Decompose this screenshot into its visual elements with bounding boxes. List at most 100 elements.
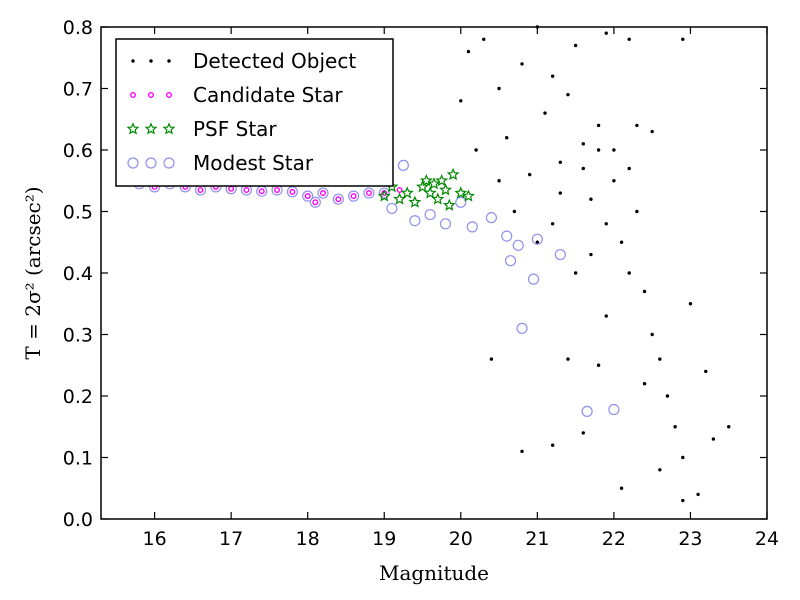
point-modest-star: [424, 208, 436, 221]
point-detected-object: [627, 166, 631, 171]
y-tick-label: 0.0: [63, 509, 93, 531]
point-detected-object: [527, 172, 532, 177]
point-detected-object: [604, 314, 608, 318]
point-detected-object: [658, 468, 662, 472]
point-detected-object: [596, 363, 601, 367]
point-detected-object: [635, 209, 639, 214]
point-candidate-star: [320, 190, 327, 197]
x-tick-label: 21: [525, 528, 549, 550]
point-psf-star: [446, 167, 460, 181]
point-detected-object: [512, 209, 517, 214]
point-detected-object: [573, 271, 578, 275]
point-detected-object: [681, 37, 685, 41]
y-tick-label: 0.6: [63, 140, 93, 162]
point-detected-object: [550, 443, 555, 447]
tick-layer: 16 17 18 19 20 21 22 23 24 0.0 0.1 0.2 0.3 0.4 0.5 0.6 0…: [63, 17, 779, 550]
point-candidate-star: [396, 186, 403, 193]
point-detected-object: [619, 240, 624, 244]
point-psf-star: [419, 173, 433, 187]
point-detected-object: [466, 49, 471, 54]
point-candidate-star: [335, 196, 342, 203]
y-tick-label: 0.1: [63, 448, 93, 470]
y-axis-label: T = 2σ² (arcsec²): [21, 186, 45, 359]
point-modest-star: [332, 193, 344, 205]
point-detected-object: [497, 179, 501, 183]
point-detected-object: [497, 86, 501, 91]
legend-marker-candidate-star: [147, 91, 154, 98]
point-candidate-star: [312, 199, 319, 206]
legend-label-detected-object: Detected Object: [193, 49, 356, 73]
legend-marker-modest-star: [127, 157, 139, 169]
point-modest-star: [608, 403, 620, 416]
point-detected-object: [711, 437, 716, 441]
point-modest-star: [466, 221, 478, 233]
point-modest-star: [348, 190, 360, 202]
legend-entry-modest-star: Modest Star: [127, 151, 314, 175]
point-detected-object: [535, 240, 540, 244]
y-tick-label: 0.5: [63, 202, 93, 224]
point-psf-star: [454, 186, 468, 199]
point-psf-star: [439, 183, 452, 196]
y-tick-label: 0.3: [63, 325, 93, 347]
point-modest-star: [363, 187, 375, 199]
point-detected-object: [489, 357, 494, 361]
point-detected-object: [627, 37, 631, 41]
point-candidate-star: [197, 186, 204, 193]
point-candidate-star: [243, 186, 250, 193]
legend-frame: [115, 38, 394, 187]
legend-marker-modest-star: [145, 157, 157, 169]
point-modest-star: [485, 212, 498, 224]
point-candidate-star: [365, 190, 372, 197]
point-detected-object: [589, 197, 593, 201]
point-modest-star: [516, 322, 528, 334]
point-modest-star: [531, 233, 543, 245]
point-modest-star: [581, 405, 593, 417]
point-detected-object: [505, 136, 509, 140]
point-detected-object: [543, 111, 547, 115]
point-modest-star: [309, 196, 321, 208]
point-detected-object: [681, 498, 685, 503]
x-tick-label: 19: [372, 528, 396, 550]
point-detected-object: [566, 357, 570, 361]
legend-marker-psf-star: [144, 122, 158, 135]
point-detected-object: [520, 449, 524, 454]
point-detected-object: [681, 455, 685, 460]
point-detected-object: [482, 37, 486, 41]
point-modest-star: [286, 186, 298, 198]
point-detected-object: [604, 31, 608, 35]
point-detected-object: [558, 160, 563, 164]
point-psf-star: [377, 189, 391, 202]
series-detected-object: [459, 25, 731, 503]
point-detected-object: [474, 148, 478, 152]
point-candidate-star: [350, 193, 357, 200]
legend-label-psf-star: PSF Star: [193, 117, 277, 141]
point-psf-star: [427, 177, 441, 190]
legend-marker-candidate-star: [129, 91, 136, 98]
point-detected-object: [459, 99, 463, 103]
series-psf-star: [377, 167, 475, 211]
data-layer: [133, 25, 731, 503]
point-psf-star: [393, 192, 406, 205]
point-detected-object: [581, 431, 585, 435]
x-tick-label: 23: [678, 528, 702, 550]
point-detected-object: [727, 425, 731, 429]
point-detected-object: [688, 302, 693, 306]
x-axis-label: Magnitude: [379, 561, 489, 585]
point-candidate-star: [274, 186, 281, 193]
x-tick-label: 16: [142, 528, 166, 550]
point-detected-object: [673, 425, 677, 429]
legend-marker-psf-star: [126, 122, 140, 135]
legend-marker-candidate-star: [165, 91, 172, 98]
point-detected-object: [658, 357, 662, 361]
point-psf-star: [462, 189, 475, 202]
point-psf-star: [416, 180, 429, 193]
y-tick-label: 0.2: [63, 386, 93, 408]
point-modest-star: [386, 202, 398, 215]
legend: Detected Object Candidate Star PSF Star Mod…: [115, 38, 394, 187]
point-detected-object: [520, 62, 524, 66]
x-tick-label: 17: [219, 528, 243, 550]
point-detected-object: [642, 382, 647, 386]
point-detected-object: [612, 179, 616, 183]
point-candidate-star: [289, 188, 296, 195]
point-detected-object: [550, 222, 555, 226]
